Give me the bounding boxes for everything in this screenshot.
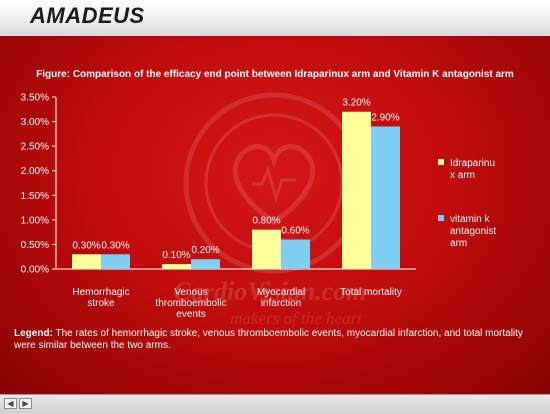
legend-note-text: The rates of hemorrhagic stroke, venous … [14, 328, 523, 351]
bar-data-label: 0.10% [162, 250, 190, 261]
figure-title: Figure: Comparison of the efficacy end p… [36, 69, 514, 80]
bar-data-label: 3.20% [342, 98, 370, 109]
y-tick-label: 0.50% [21, 240, 49, 251]
bar-data-label: 0.60% [281, 226, 309, 237]
legend-swatch-vka [438, 215, 444, 221]
x-tick-label: Hemorrhagic stroke [72, 287, 129, 309]
arrow-left-icon[interactable]: ◀ [4, 398, 17, 409]
bar-vka [281, 239, 310, 269]
slide-footer: ◀ ▶ [0, 394, 550, 414]
bar-idraparinux [252, 229, 281, 269]
slide-header: AMADEUS [0, 0, 550, 36]
x-tick-label: Myocardial infarction [257, 287, 305, 309]
x-tick-label: Venous thromboembolic events [155, 287, 226, 320]
bar-vka [101, 254, 130, 269]
watermark-subtext: makers of the heart [230, 309, 363, 328]
bar-data-label: 0.30% [72, 240, 100, 251]
y-tick-label: 3.00% [21, 117, 49, 128]
bar-data-label: 0.20% [191, 245, 219, 256]
bar-vka [371, 126, 400, 269]
x-tick-label: Total mortality [340, 287, 402, 298]
y-tick-label: 0.00% [21, 265, 49, 276]
slide-body: CardioVision.com makers of the heart 0.0… [0, 36, 550, 394]
x-axis-labels: Hemorrhagic stroke Venous thromboembolic eve… [72, 287, 401, 320]
chart-legend: Idraparinu x arm vitamin k antagonist arm [438, 158, 496, 249]
y-tick-label: 1.00% [21, 215, 49, 226]
legend-swatch-idraparinux [438, 159, 444, 165]
arrow-right-icon[interactable]: ▶ [19, 398, 32, 409]
legend-note: Legend: The rates of hemorrhagic stroke,… [14, 328, 539, 352]
y-tick-label: 2.50% [21, 142, 49, 153]
slide-title: AMADEUS [30, 3, 145, 28]
bar-idraparinux [162, 264, 191, 269]
bar-data-label: 0.80% [252, 216, 280, 227]
legend-label-idraparinux: Idraparinu x arm [450, 158, 495, 181]
bar-vka [191, 259, 220, 269]
bar-idraparinux [342, 111, 371, 269]
bar-data-label: 2.90% [371, 112, 399, 123]
legend-label-vka: vitamin k antagonist arm [450, 214, 496, 249]
y-tick-label: 1.50% [21, 191, 49, 202]
bar-chart: CardioVision.com makers of the heart 0.0… [21, 92, 496, 328]
bar-data-label: 0.30% [101, 240, 129, 251]
bar-idraparinux [72, 254, 101, 269]
bar-data-labels: 0.30% 0.30% 0.10% 0.20% 0.80%0.60% 3.20%2.90% [72, 98, 399, 261]
y-tick-label: 3.50% [21, 93, 49, 104]
y-axis-ticks: 0.00% 0.50% 1.00% 1.50% 2.00% 2.50% 3.00% 3.50% [21, 93, 56, 276]
watermark-text: CardioVision.com [174, 277, 367, 306]
legend-note-label: Legend: [14, 328, 53, 339]
y-tick-label: 2.00% [21, 166, 49, 177]
bar-series [72, 111, 400, 269]
